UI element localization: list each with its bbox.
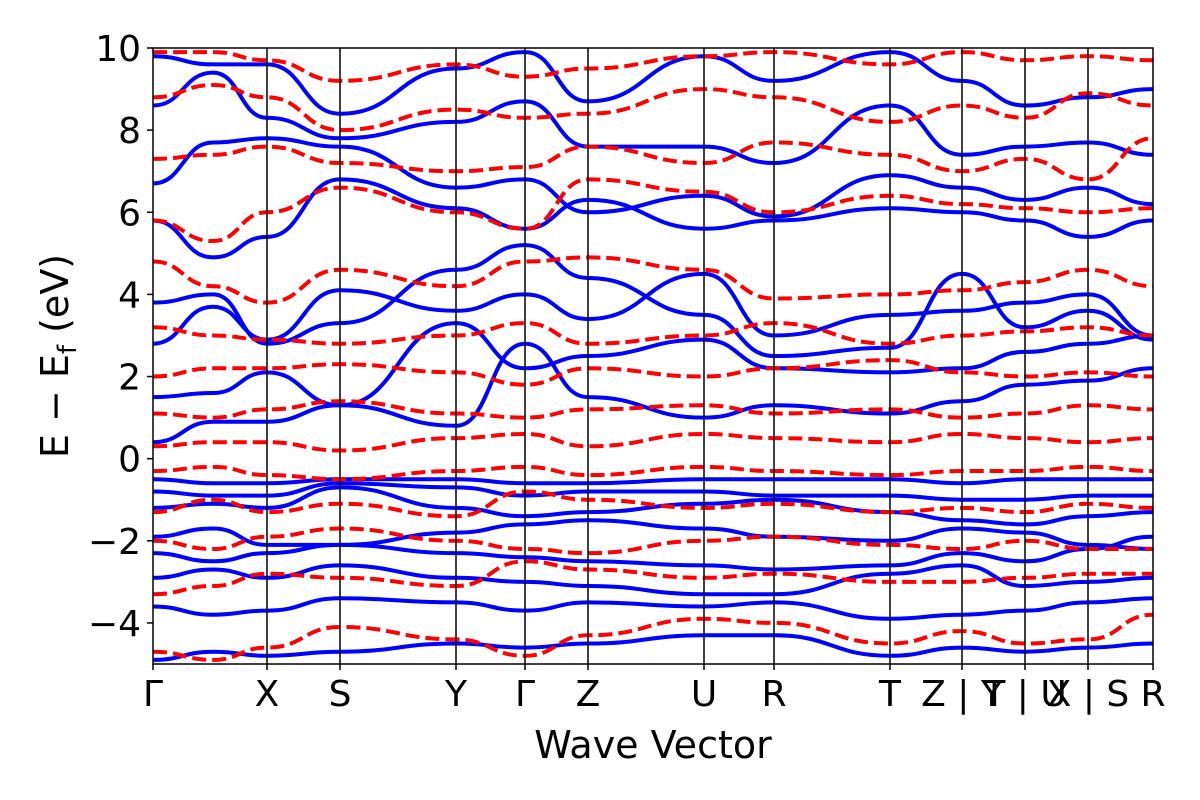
y-axis-label-subscript: f [53,344,83,354]
y-tick-label: 10 [95,29,141,70]
x-tick-label: S [329,674,352,715]
solid-band-line [153,321,1153,408]
solid-band-line [153,177,1153,260]
y-axis-label-main: E − E [33,354,77,458]
dashed-band-line [153,612,1153,662]
x-tick-label: Γ [515,674,535,715]
solid-band-line [153,70,1153,166]
solid-band-line [153,341,1153,445]
y-tick-label: −4 [88,604,141,645]
y-axis-ticks: −4 −2 0 2 4 6 8 10 [88,29,153,645]
dashed-band-line [153,358,1153,387]
solid-band-line [153,485,1153,527]
x-tick-label: R [1140,674,1165,715]
dashed-band-line [153,321,1153,346]
dashed-band-line [153,489,1153,519]
solid-band-line [153,136,1153,219]
solid-band-line [153,477,1153,486]
x-tick-label: Z [576,674,601,715]
dashed-band-line [153,559,1153,597]
dashed-band-line [153,464,1153,482]
y-tick-label: 0 [118,440,141,481]
solid-band-line [153,50,1153,116]
y-tick-label: 6 [118,193,141,234]
dashed-band-line [153,177,1153,244]
x-tick-label: T [878,674,902,715]
solid-band-line [153,518,1153,551]
solid-band-line [153,633,1153,662]
dashed-band-line [153,399,1153,420]
x-tick-label: U [691,674,717,715]
x-tick-label: T | U [982,674,1066,715]
plot-frame [152,47,1154,665]
dashed-band-line [153,82,1153,133]
solid-band-line [153,271,1153,346]
y-axis-label: E − Ef (eV) [33,254,83,458]
y-axis-label-unit: (eV) [33,254,77,345]
bands-layer [153,50,1153,662]
y-tick-label: 2 [118,358,141,399]
dashed-band-line [153,431,1153,453]
x-tick-label: X | S [1047,674,1130,715]
x-tick-label: X [255,674,280,715]
y-tick-label: −2 [88,522,141,563]
dashed-band-line [153,50,1153,83]
dashed-band-line [153,136,1153,182]
x-tick-label: R [761,674,786,715]
solid-band-line [153,481,1153,502]
x-axis-label: Wave Vector [534,723,772,767]
solid-band-line [153,596,1153,621]
x-tick-label: Γ [143,674,163,715]
y-tick-label: 4 [118,275,141,316]
dashed-bands-series [153,50,1153,662]
x-tick-label: Z | Y [921,674,1004,715]
x-tick-label: Y [444,674,468,715]
dashed-band-line [153,255,1153,305]
y-tick-label: 8 [118,111,141,152]
solid-band-line [153,534,1153,572]
k-point-lines [266,48,1089,664]
